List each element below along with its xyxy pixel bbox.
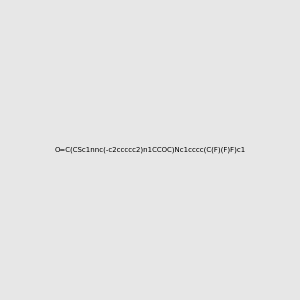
Text: O=C(CSc1nnc(-c2ccccc2)n1CCOC)Nc1cccc(C(F)(F)F)c1: O=C(CSc1nnc(-c2ccccc2)n1CCOC)Nc1cccc(C(F…: [54, 147, 246, 153]
